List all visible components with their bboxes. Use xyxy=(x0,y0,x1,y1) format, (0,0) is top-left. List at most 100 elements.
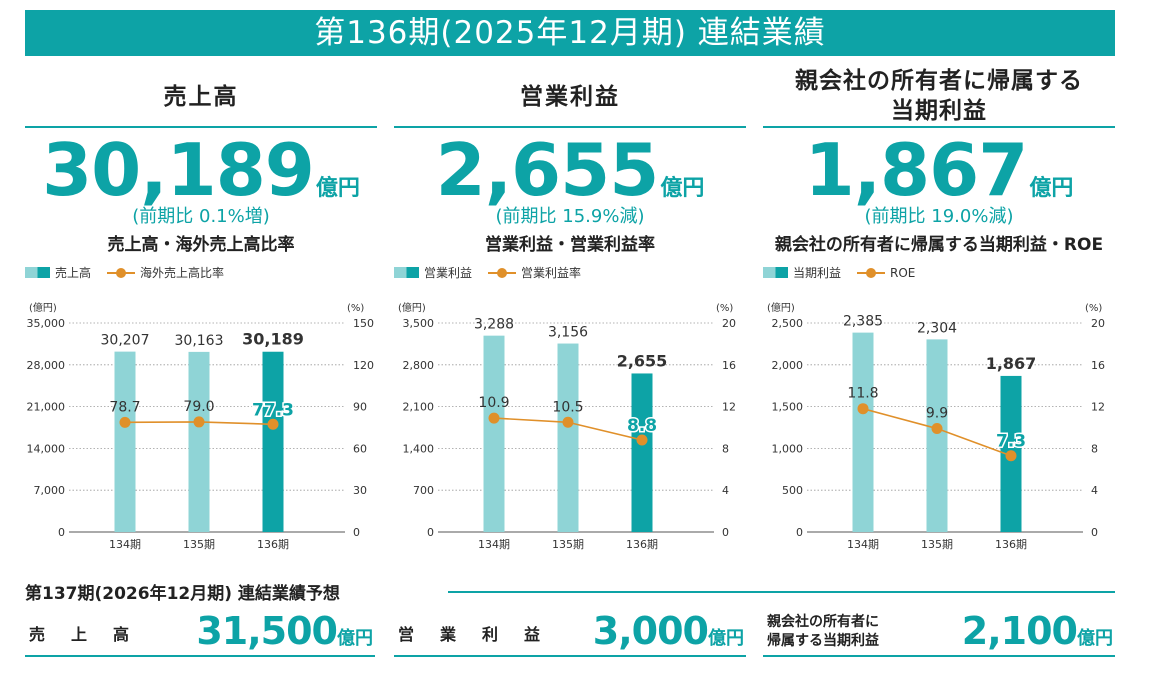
forecast-net-sales: 売上高 31,500億円 xyxy=(25,605,375,657)
x-tick-label: 136期 xyxy=(257,538,289,551)
forecast-label: 営業利益 xyxy=(398,625,567,644)
y2-tick-label: 120 xyxy=(353,359,374,372)
bar xyxy=(631,373,653,532)
line-value-label: 10.9 xyxy=(478,395,509,411)
bar xyxy=(926,339,948,532)
forecast-figure: 3,000億円 xyxy=(593,609,744,653)
y2-axis-unit: (%) xyxy=(716,303,733,314)
panel-title-line1: 親会社の所有者に帰属する xyxy=(795,68,1083,94)
panel-title: 親会社の所有者に帰属する 当期利益 xyxy=(763,66,1115,126)
y2-tick-label: 8 xyxy=(722,442,729,455)
headline-unit: 億円 xyxy=(315,176,360,201)
bar-value-label: 30,189 xyxy=(242,330,304,349)
chart-legend: 営業利益 営業利益率 xyxy=(394,264,581,281)
line-value-label: 11.8 xyxy=(847,386,878,402)
forecast-value: 31,500 xyxy=(196,609,338,653)
combo-chart-net-sales: (億円) (%) 0 0 7,000 30 14,000 60 21,000 90 28,000 12… xyxy=(27,301,375,551)
line-value-label: 10.5 xyxy=(552,399,583,415)
bar-value-label: 2,655 xyxy=(617,351,668,370)
legend-bar-swatch xyxy=(25,267,50,278)
panel-net-sales: 売上高 30,189億円 (前期比 0.1%増) 売上高・海外売上高比率 売上高… xyxy=(25,60,377,580)
yoy-comparison: (前期比 15.9%減) xyxy=(495,206,645,227)
y-axis-unit: (億円) xyxy=(398,301,426,314)
headline-unit: 億円 xyxy=(660,176,705,201)
forecast-unit: 億円 xyxy=(1077,628,1113,649)
y-tick-label: 3,500 xyxy=(403,317,435,330)
forecast-unit: 億円 xyxy=(708,628,744,649)
line-point xyxy=(931,423,943,435)
y2-tick-label: 0 xyxy=(722,526,729,539)
headline-value: 30,189 xyxy=(42,128,315,212)
combo-chart-net-income: (億円) (%) 0 0 500 4 1,000 8 1,500 12 2,000 16 2,500 20… xyxy=(767,301,1105,551)
y-tick-label: 0 xyxy=(427,526,434,539)
panel-title-line2: 当期利益 xyxy=(891,98,987,124)
line-value-label: 7.3 xyxy=(996,432,1026,452)
y-tick-label: 14,000 xyxy=(27,442,66,455)
line-point xyxy=(636,434,648,446)
forecast-figure: 31,500億円 xyxy=(196,609,373,653)
y2-tick-label: 16 xyxy=(722,359,736,372)
line-point xyxy=(119,416,131,428)
bar xyxy=(114,351,136,532)
panel-divider xyxy=(394,126,746,128)
y2-tick-label: 60 xyxy=(353,442,367,455)
y-tick-label: 1,400 xyxy=(403,442,435,455)
legend-bar-swatch xyxy=(394,267,419,278)
headline-figure: 2,655億円 xyxy=(394,130,746,210)
y-axis-unit: (億円) xyxy=(29,301,57,314)
y-axis-unit: (億円) xyxy=(767,301,795,314)
legend-bar-swatch xyxy=(763,267,788,278)
legend-line-label: 海外売上高比率 xyxy=(140,266,225,280)
forecast-label-line1: 親会社の所有者に xyxy=(767,614,879,630)
x-tick-label: 134期 xyxy=(109,538,141,551)
x-tick-label: 134期 xyxy=(847,538,879,551)
bar-value-label: 3,156 xyxy=(548,325,588,341)
forecast-value: 3,000 xyxy=(592,609,709,653)
y2-tick-label: 16 xyxy=(1091,359,1105,372)
bar xyxy=(483,335,505,532)
legend-line-label: 営業利益率 xyxy=(521,266,582,280)
legend-line-swatch xyxy=(857,267,886,278)
legend-line-swatch xyxy=(488,267,517,278)
panel-title: 売上高 xyxy=(163,84,239,110)
panel-divider xyxy=(25,126,377,128)
legend-bar-label: 営業利益 xyxy=(424,266,473,280)
x-tick-label: 136期 xyxy=(626,538,658,551)
forecast-unit: 億円 xyxy=(337,628,373,649)
y2-tick-label: 8 xyxy=(1091,442,1098,455)
panel-operating-profit: 営業利益 2,655億円 (前期比 15.9%減) 営業利益・営業利益率 営業利… xyxy=(394,60,746,580)
bar-value-label: 1,867 xyxy=(986,354,1037,373)
forecast-label-line2: 帰属する当期利益 xyxy=(767,633,879,649)
forecast-divider xyxy=(448,591,1115,593)
x-tick-label: 135期 xyxy=(921,538,953,551)
x-tick-label: 135期 xyxy=(183,538,215,551)
bar-value-label: 2,304 xyxy=(917,320,957,336)
y2-tick-label: 150 xyxy=(353,317,374,330)
y-tick-label: 0 xyxy=(58,526,65,539)
y2-tick-label: 4 xyxy=(1091,484,1098,497)
yoy-comparison: (前期比 19.0%減) xyxy=(864,206,1014,227)
line-point xyxy=(488,412,500,424)
forecast-figure: 2,100億円 xyxy=(962,609,1113,653)
bar-value-label: 30,207 xyxy=(101,333,150,349)
forecast-net-income: 親会社の所有者に 帰属する当期利益 2,100億円 xyxy=(763,605,1115,657)
x-tick-label: 135期 xyxy=(552,538,584,551)
y-tick-label: 35,000 xyxy=(27,317,66,330)
y2-axis-unit: (%) xyxy=(1085,303,1102,314)
y-tick-label: 500 xyxy=(782,484,803,497)
chart-legend: 売上高 海外売上高比率 xyxy=(25,264,224,281)
panel-net-income: 親会社の所有者に帰属する 当期利益 1,867 億円 (前期比 19.0%減) 親… xyxy=(763,60,1115,580)
chart-legend: 当期利益 ROE xyxy=(763,264,915,281)
legend-line-swatch xyxy=(107,267,136,278)
y2-tick-label: 12 xyxy=(1091,401,1105,414)
bar-value-label: 3,288 xyxy=(474,317,514,333)
line-point xyxy=(857,403,869,415)
bar-value-label: 30,163 xyxy=(175,333,224,349)
y2-tick-label: 20 xyxy=(722,317,736,330)
y2-tick-label: 4 xyxy=(722,484,729,497)
y-tick-label: 1,500 xyxy=(772,401,804,414)
headline-unit: 億円 xyxy=(1029,176,1074,201)
legend-bar-label: 売上高 xyxy=(55,266,92,280)
bar xyxy=(852,332,874,532)
chart-title: 売上高・海外売上高比率 xyxy=(107,235,295,255)
